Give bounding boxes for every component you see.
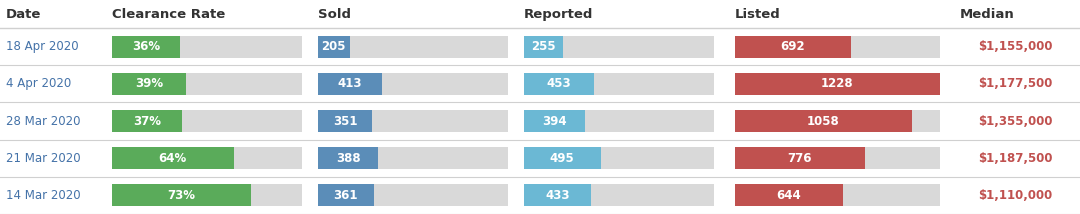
Text: Listed: Listed [735, 7, 781, 21]
Bar [112, 110, 302, 132]
Bar [318, 184, 508, 206]
Text: $1,110,000: $1,110,000 [977, 189, 1052, 202]
Bar [524, 36, 714, 58]
Text: 39%: 39% [135, 77, 163, 90]
Bar [524, 147, 714, 169]
Bar [112, 147, 233, 169]
Bar [735, 110, 940, 132]
Text: 36%: 36% [132, 40, 160, 53]
Bar [524, 73, 714, 95]
Bar [524, 147, 600, 169]
Bar [318, 110, 373, 132]
Text: 73%: 73% [167, 189, 195, 202]
Text: $1,355,000: $1,355,000 [977, 114, 1052, 128]
Text: 4 Apr 2020: 4 Apr 2020 [6, 77, 71, 90]
Text: 776: 776 [787, 152, 812, 165]
Bar [735, 73, 940, 95]
Text: 453: 453 [546, 77, 571, 90]
Bar [112, 110, 183, 132]
Bar [735, 147, 940, 169]
Text: 37%: 37% [133, 114, 161, 128]
Text: Clearance Rate: Clearance Rate [112, 7, 226, 21]
Text: 413: 413 [338, 77, 362, 90]
Text: 388: 388 [336, 152, 361, 165]
Bar [112, 36, 180, 58]
Text: 1228: 1228 [821, 77, 854, 90]
Bar [735, 147, 865, 169]
Text: 18 Apr 2020: 18 Apr 2020 [6, 40, 79, 53]
Bar [524, 36, 564, 58]
Text: Reported: Reported [524, 7, 593, 21]
Bar [318, 73, 508, 95]
Text: 1058: 1058 [807, 114, 839, 128]
Bar [524, 73, 594, 95]
Bar [318, 36, 508, 58]
Bar [112, 184, 302, 206]
Text: 28 Mar 2020: 28 Mar 2020 [6, 114, 81, 128]
Bar [735, 184, 842, 206]
Text: 644: 644 [777, 189, 801, 202]
Text: 394: 394 [542, 114, 567, 128]
Bar [318, 147, 378, 169]
Text: Median: Median [960, 7, 1015, 21]
Text: $1,187,500: $1,187,500 [977, 152, 1052, 165]
Bar [524, 184, 591, 206]
Bar [524, 184, 714, 206]
Text: 495: 495 [550, 152, 575, 165]
Bar [318, 184, 374, 206]
Bar [524, 110, 585, 132]
Bar [318, 110, 508, 132]
Bar [735, 110, 912, 132]
Text: 351: 351 [333, 114, 357, 128]
Bar [112, 147, 302, 169]
Bar [735, 184, 940, 206]
Bar [735, 73, 940, 95]
Text: 433: 433 [545, 189, 570, 202]
Text: Date: Date [6, 7, 41, 21]
Text: 255: 255 [531, 40, 556, 53]
Text: 205: 205 [322, 40, 346, 53]
Bar [112, 36, 302, 58]
Bar [112, 184, 251, 206]
Text: 14 Mar 2020: 14 Mar 2020 [6, 189, 81, 202]
Bar [318, 36, 350, 58]
Text: $1,155,000: $1,155,000 [977, 40, 1052, 53]
Bar [112, 73, 302, 95]
Bar [112, 73, 186, 95]
Text: 361: 361 [334, 189, 359, 202]
Bar [524, 110, 714, 132]
Text: 692: 692 [781, 40, 805, 53]
Bar [735, 36, 851, 58]
Bar [318, 73, 382, 95]
Bar [735, 36, 940, 58]
Text: $1,177,500: $1,177,500 [977, 77, 1052, 90]
Text: Sold: Sold [318, 7, 351, 21]
Bar [318, 147, 508, 169]
Text: 64%: 64% [159, 152, 187, 165]
Text: 21 Mar 2020: 21 Mar 2020 [6, 152, 81, 165]
